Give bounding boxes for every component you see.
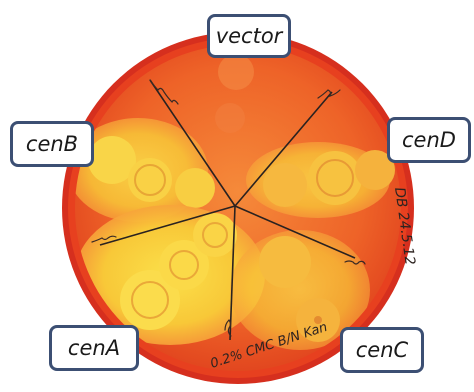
marking-cenA [224, 319, 232, 337]
marking-cenD [317, 89, 341, 99]
marking-vector [149, 79, 179, 105]
label-cenC: cenC [340, 327, 424, 373]
sector-lines [99, 79, 356, 341]
marking-cenC [344, 260, 366, 265]
label-vector: vector [207, 14, 291, 58]
label-cenA: cenA [49, 325, 139, 371]
label-cenD: cenD [387, 117, 471, 163]
label-cenB: cenB [10, 121, 94, 167]
marking-cenB [91, 235, 117, 243]
